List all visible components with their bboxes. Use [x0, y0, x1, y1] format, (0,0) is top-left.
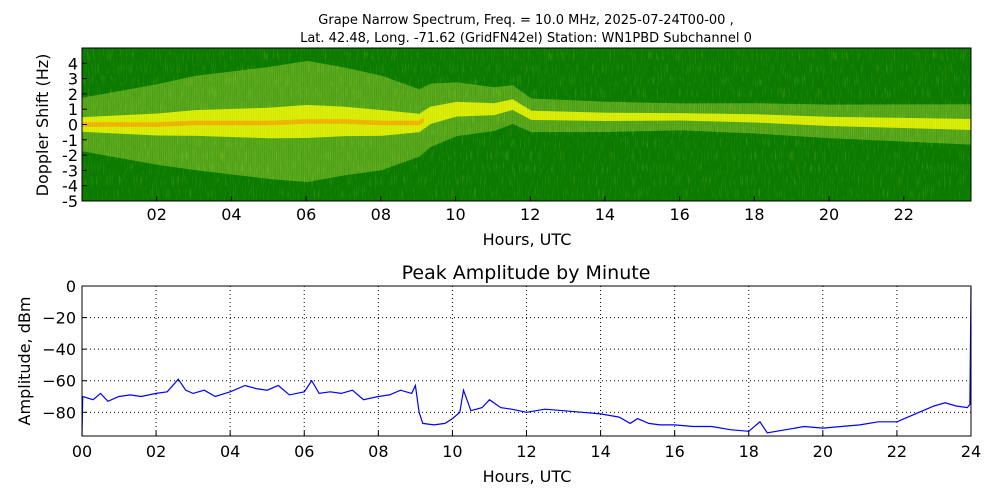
amplitude-xlabel: Hours, UTC: [483, 467, 572, 486]
amplitude-plot-background: [82, 286, 971, 436]
amplitude-xtick-label: 08: [368, 442, 388, 461]
amplitude-ytick-label: −80: [42, 403, 76, 422]
spectrum-ytick-label: 4: [68, 54, 78, 73]
amplitude-xtick-label: 06: [294, 442, 314, 461]
spectrum-ytick-label: -4: [62, 177, 78, 196]
spectrum-xtick-label: 18: [744, 205, 764, 224]
amplitude-ytick-label: −40: [42, 340, 76, 359]
spectrum-xtick-label: 10: [445, 205, 465, 224]
spectrum-xtick-label: 02: [147, 205, 167, 224]
spectrum-ytick-label: -5: [62, 192, 78, 211]
amplitude-xtick-label: 02: [146, 442, 166, 461]
amplitude-xtick-label: 12: [516, 442, 536, 461]
amplitude-xtick-label: 18: [739, 442, 759, 461]
spectrum-xtick-label: 06: [296, 205, 316, 224]
amplitude-ytick-label: 0: [66, 277, 76, 296]
spectrum-title-line2: Lat. 42.48, Long. -71.62 (GridFN42el) St…: [300, 31, 752, 46]
spectrum-xlabel: Hours, UTC: [483, 230, 572, 249]
amplitude-series-line: [81, 287, 972, 437]
spectrum-ytick-label: 3: [68, 70, 78, 89]
spectrum-xtick-label: 16: [669, 205, 689, 224]
spectrum-ytick-label: 0: [68, 116, 78, 135]
amplitude-ytick-label: −60: [42, 372, 76, 391]
amplitude-ylabel: Amplitude, dBm: [15, 297, 34, 426]
spectrum-xtick-label: 04: [221, 205, 241, 224]
spectrum-xtick-label: 12: [520, 205, 540, 224]
amplitude-xtick-label: 14: [590, 442, 610, 461]
amplitude-xtick-label: 16: [664, 442, 684, 461]
spectrum-xtick-label: 22: [894, 205, 914, 224]
amplitude-xtick-label: 04: [220, 442, 240, 461]
spectrogram-noise-texture: [82, 48, 971, 201]
spectrum-xtick-label: 20: [819, 205, 839, 224]
spectrum-ytick-label: -3: [62, 161, 78, 180]
spectrum-ytick-label: 2: [68, 85, 78, 104]
amplitude-xtick-label: 22: [887, 442, 907, 461]
spectrum-xtick-label: 14: [595, 205, 615, 224]
spectrum-ytick-label: 1: [68, 100, 78, 119]
amplitude-ytick-label: −20: [42, 309, 76, 328]
amplitude-xtick-label: 24: [961, 442, 981, 461]
spectrum-ylabel: Doppler Shift (Hz): [33, 54, 52, 197]
spectrum-ytick-label: -2: [62, 146, 78, 165]
amplitude-xtick-label: 10: [442, 442, 462, 461]
spectrogram-plot-area: [82, 48, 971, 201]
spectrum-title-line1: Grape Narrow Spectrum, Freq. = 10.0 MHz,…: [318, 13, 733, 28]
amplitude-xtick-label: 00: [72, 442, 92, 461]
spectrum-ytick-label: -1: [62, 131, 78, 150]
amplitude-title: Peak Amplitude by Minute: [402, 262, 651, 284]
amplitude-xtick-label: 20: [813, 442, 833, 461]
spectrum-xtick-label: 08: [371, 205, 391, 224]
